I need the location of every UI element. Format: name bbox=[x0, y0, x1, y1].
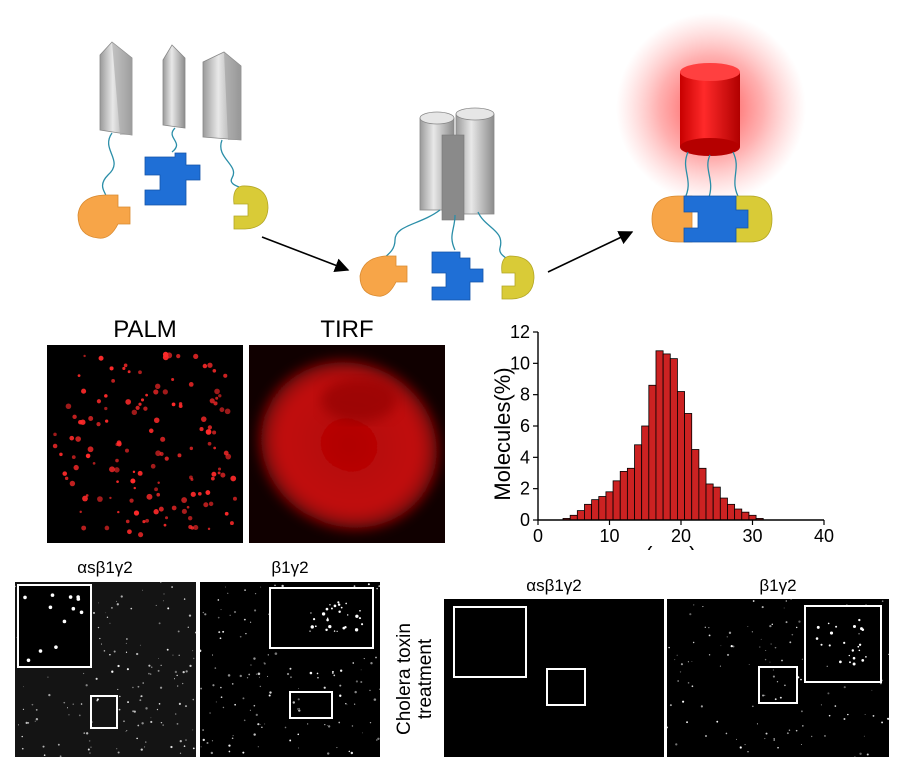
assembled-complex bbox=[651, 195, 773, 243]
hist-bar bbox=[669, 358, 678, 521]
y-tick-label: 6 bbox=[520, 416, 530, 436]
cholera-toxin-label: Cholera toxin treatment bbox=[392, 600, 438, 758]
hist-bar bbox=[741, 511, 750, 521]
hist-bar bbox=[655, 350, 664, 521]
hist-bar bbox=[569, 514, 578, 521]
prism-right bbox=[202, 51, 242, 141]
hist-bar bbox=[698, 467, 707, 521]
hist-bar bbox=[712, 486, 721, 521]
cholera-line-1: Cholera toxin bbox=[394, 623, 415, 735]
hist-bar bbox=[576, 510, 585, 521]
label-alpha-beta-gamma-1: αsβ1γ2 bbox=[77, 558, 133, 577]
x-tick-label: 10 bbox=[599, 526, 619, 546]
x-tick-label: 30 bbox=[742, 526, 762, 546]
cholera-line-2: treatment bbox=[415, 638, 436, 720]
y-tick-label: 0 bbox=[520, 510, 530, 530]
fret-schematic bbox=[77, 13, 806, 301]
beta-gamma-control-image bbox=[200, 582, 380, 757]
x-axis-label: σ ( nm) bbox=[625, 542, 696, 550]
beta-gamma-cholera-image bbox=[667, 599, 889, 757]
y-tick-label: 4 bbox=[520, 447, 530, 467]
cylinder-bundle bbox=[419, 107, 495, 221]
hist-bar bbox=[691, 449, 700, 521]
red-cylinder bbox=[680, 63, 740, 156]
y-tick-label: 10 bbox=[510, 353, 530, 373]
yellow-half-middle bbox=[501, 255, 535, 300]
hist-bar bbox=[727, 503, 736, 521]
hist-bar bbox=[705, 483, 714, 521]
y-tick-label: 8 bbox=[520, 385, 530, 405]
hist-bar bbox=[605, 491, 614, 521]
blue-puzzle-left bbox=[144, 152, 201, 206]
y-axis-label: Molecules(%) bbox=[490, 367, 515, 500]
label-beta-gamma-1: β1γ2 bbox=[271, 558, 309, 577]
label-alpha-beta-gamma-2: αsβ1γ2 bbox=[526, 576, 582, 595]
prism-left bbox=[99, 41, 133, 136]
blue-puzzle-middle bbox=[431, 251, 484, 301]
tirf-image bbox=[249, 345, 445, 543]
prism-middle bbox=[162, 44, 186, 129]
hist-bar bbox=[626, 467, 635, 521]
label-beta-gamma-2: β1γ2 bbox=[759, 576, 797, 595]
sigma-histogram: 0 10 20 30 40 0 2 4 6 8 10 12 σ ( nm) Molecules(%) bbox=[490, 322, 834, 550]
hist-bar bbox=[677, 391, 685, 521]
hist-bar bbox=[648, 384, 657, 521]
tirf-label: TIRF bbox=[320, 316, 374, 343]
hist-bar bbox=[619, 471, 628, 521]
yellow-half-left bbox=[233, 185, 269, 230]
hist-bar bbox=[719, 497, 728, 521]
hist-bar bbox=[634, 444, 643, 521]
hist-bar bbox=[641, 425, 650, 521]
hist-bar bbox=[584, 503, 593, 521]
hist-bar bbox=[598, 496, 607, 521]
orange-half-middle bbox=[359, 255, 408, 297]
alpha-beta-gamma-cholera-image bbox=[444, 599, 664, 757]
alpha-beta-gamma-control-image bbox=[15, 582, 196, 757]
y-tick-label: 2 bbox=[520, 479, 530, 499]
x-tick-label: 40 bbox=[814, 526, 834, 546]
orange-half-left bbox=[77, 194, 131, 239]
x-tick-label: 0 bbox=[533, 526, 543, 546]
hist-bar bbox=[748, 514, 757, 521]
palm-label: PALM bbox=[113, 316, 177, 343]
palm-image bbox=[47, 345, 243, 543]
y-tick-label: 12 bbox=[510, 322, 530, 342]
hist-bar bbox=[591, 499, 600, 521]
hist-bar bbox=[612, 480, 621, 521]
hist-bar bbox=[734, 508, 743, 521]
x-tick-label: 20 bbox=[671, 526, 691, 546]
hist-bar bbox=[684, 413, 693, 521]
hist-bar bbox=[662, 353, 671, 521]
